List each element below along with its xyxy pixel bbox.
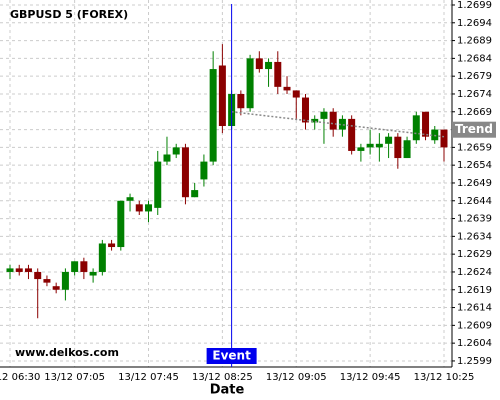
y-tick-label: 1.2614 — [457, 303, 492, 314]
candle-body — [311, 118, 319, 123]
candle-body — [80, 261, 88, 272]
candle-body — [348, 118, 356, 151]
x-tick-label: 13/12 09:45 — [340, 372, 401, 383]
y-tick-label: 1.2649 — [457, 178, 492, 189]
y-tick-label: 1.2609 — [457, 320, 492, 331]
y-tick-label: 1.2629 — [457, 249, 492, 260]
candle-body — [43, 279, 51, 283]
candle-body — [145, 204, 153, 212]
candle-body — [52, 286, 60, 290]
candle-body — [274, 61, 282, 87]
y-tick-label: 1.2694 — [457, 18, 492, 29]
candle-body — [385, 136, 393, 144]
candle-body — [172, 147, 180, 155]
candle-body — [6, 268, 14, 272]
candle-body — [366, 143, 374, 148]
candle-body — [412, 115, 420, 141]
event-label-box — [206, 348, 257, 364]
y-tick-label: 1.2654 — [457, 160, 492, 171]
candle-body — [15, 268, 23, 272]
candle-body — [163, 154, 171, 162]
y-tick-label: 1.2684 — [457, 53, 492, 64]
y-tick-label: 1.2689 — [457, 36, 492, 47]
x-tick-label: 13/12 07:45 — [118, 372, 179, 383]
candle-body — [283, 86, 291, 91]
candle-body — [200, 161, 208, 180]
candle-body — [117, 200, 125, 248]
x-tick-label: 13/12 10:25 — [414, 372, 475, 383]
candle-body — [338, 118, 346, 130]
candle-body — [375, 143, 383, 148]
x-axis-title: Date — [210, 383, 245, 398]
y-tick-label: 1.2699 — [457, 0, 492, 11]
y-tick-label: 1.2669 — [457, 107, 492, 118]
candle-body — [357, 147, 365, 151]
candle-body — [265, 61, 273, 70]
x-tick-label: 13/12 06:30 — [0, 372, 40, 383]
candle-body — [320, 111, 328, 119]
x-tick-label: 13/12 08:25 — [192, 372, 253, 383]
candle-body — [61, 271, 69, 290]
y-tick-label: 1.2679 — [457, 71, 492, 82]
candle-body — [301, 97, 309, 123]
candle-body — [394, 136, 402, 159]
candle-body — [126, 197, 134, 201]
trend-label-box — [452, 121, 496, 138]
candle-body — [440, 129, 448, 148]
chart-title: GBPUSD 5 (FOREX) — [10, 8, 128, 21]
y-tick-label: 1.2604 — [457, 338, 492, 349]
y-tick-label: 1.2674 — [457, 89, 492, 100]
candle-body — [98, 243, 106, 272]
candle-body — [71, 261, 79, 272]
candle-body — [246, 58, 254, 109]
candle-body — [191, 190, 199, 198]
candle-body — [34, 271, 42, 280]
candle-body — [89, 271, 97, 276]
candle-body — [209, 69, 217, 162]
candle-body — [24, 268, 32, 272]
candle-body — [403, 140, 411, 159]
candle-body — [255, 58, 263, 70]
x-tick-label: 13/12 07:05 — [44, 372, 105, 383]
source: www.delkos.com — [15, 346, 119, 359]
candle-body — [218, 65, 226, 127]
event-label: Event — [212, 349, 251, 363]
x-tick-label: 13/12 09:05 — [266, 372, 327, 383]
y-tick-label: 1.2634 — [457, 231, 492, 242]
candle-body — [154, 161, 162, 208]
candle-body — [422, 111, 430, 137]
y-tick-label: 1.2659 — [457, 142, 492, 153]
candle-body — [181, 147, 189, 198]
y-tick-label: 1.2619 — [457, 285, 492, 296]
y-tick-label: 1.2624 — [457, 267, 492, 278]
candle-body — [135, 204, 143, 212]
candle-body — [108, 243, 116, 248]
trend-label: Trend — [455, 122, 493, 136]
candle-body — [237, 93, 245, 109]
candle-body — [292, 90, 300, 98]
y-tick-label: 1.2599 — [457, 356, 492, 367]
candle-body — [329, 111, 337, 130]
y-tick-label: 1.2639 — [457, 214, 492, 225]
y-tick-label: 1.2644 — [457, 196, 492, 207]
